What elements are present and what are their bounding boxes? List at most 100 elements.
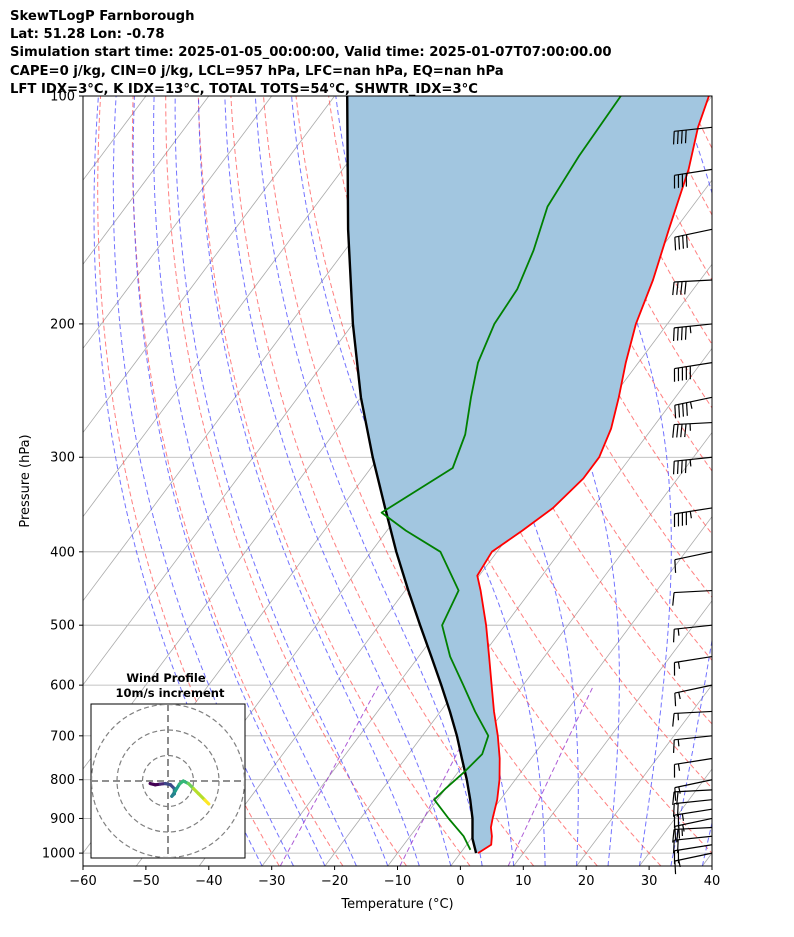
cape-fill-layer [347,96,709,854]
barb-flag [678,236,681,250]
isotherm--120 [83,96,273,350]
x-tick-label: −20 [321,874,348,889]
barb-staff [674,710,713,715]
dry-adiabat [491,96,712,535]
barb-staff [674,655,713,664]
wind-barb [672,126,713,145]
hodograph-ring [91,704,245,858]
moist-adiabat [198,96,420,866]
barb-half [689,326,692,334]
barb-flag [685,234,688,248]
barb-staff [674,808,713,816]
barb-staff [674,684,713,694]
barb-staff [674,852,713,862]
barb-flag [672,131,675,145]
barb-staff [674,507,713,515]
y-tick-label: 1000 [42,847,75,862]
barb-staff [674,826,713,831]
barb-half [677,628,680,636]
y-tick-label: 700 [50,729,75,744]
barb-flag [672,713,675,727]
hodograph-subtitle: 10m/s increment [116,686,225,700]
barb-staff [674,779,713,789]
barb-flag [684,281,687,295]
mixing-ratio-line [279,684,380,866]
moist-adiabat [153,96,357,866]
barb-flag [674,405,677,419]
cape-cin-fill [347,96,709,854]
barb-flag [674,826,677,840]
profile-layer [346,96,710,854]
dry-adiabat [720,96,794,866]
barb-flag [676,791,679,805]
barb-flag [676,829,679,843]
wind-barb [673,168,713,189]
barb-flag [674,787,677,801]
wind-barb [672,835,713,854]
x-tick-label: −50 [132,874,159,889]
barb-staff [674,757,713,766]
barb-staff [674,168,713,176]
moist-adiabat [670,96,712,866]
barb-staff [674,799,713,805]
barb-flag [680,460,683,474]
y-tick-label: 800 [50,773,75,788]
isotherm--100 [83,96,398,518]
dry-adiabat [686,96,712,150]
wind-barb [674,852,713,875]
x-tick-label: 0 [456,874,464,889]
dry-adiabat [131,96,344,866]
barb-flag [676,460,679,474]
barb-staff [674,844,713,852]
wind-barb [673,844,713,864]
wind-barb [672,799,713,817]
barb-half [677,763,681,771]
y-axis-label: Pressure (hPa) [18,434,33,527]
isotherm--150 [83,96,84,97]
barb-flag [682,235,685,249]
moist-adiabat [132,96,326,866]
barb-flag [680,130,683,144]
barb-staff [674,279,713,283]
time-line: Simulation start time: 2025-01-05_00:00:… [10,45,612,61]
dewpoint-line [380,96,622,851]
wind-barbs [672,126,713,875]
wind-barb [672,735,713,753]
parcel-line [346,96,478,854]
y-tick-label: 500 [50,619,75,634]
moist-adiabat [224,96,452,866]
isotherm-10 [513,600,712,866]
isotherm-20 [576,684,712,866]
barb-flag [676,424,679,438]
barb-flag [678,825,681,839]
wind-barb [672,279,713,296]
barb-staff [674,362,713,370]
barb-flag [678,404,681,418]
barb-staff [674,589,713,594]
wind-barb [673,362,713,382]
x-tick-label: 20 [578,874,595,889]
wind-barb [673,808,713,829]
barb-flag [672,327,675,342]
barb-half [689,401,693,409]
barb-staff [674,735,713,741]
barb-staff [674,126,713,132]
wind-barb [674,817,713,840]
wind-barb [673,507,713,528]
barb-flag [680,424,683,438]
wind-barb [674,779,713,801]
barb-flag [682,403,685,417]
wind-barb [672,456,713,475]
barb-staff [674,456,713,462]
dry-adiabat [785,96,794,866]
moist-adiabat [174,96,389,866]
barb-half [678,692,681,700]
barb-flag [676,839,679,853]
barb-half [677,739,680,747]
x-tick-label: −10 [384,874,411,889]
barb-staff [674,421,713,426]
header: SkewTLogP Farnborough Lat: 51.28 Lon: -0… [10,8,612,99]
barb-half [689,459,692,467]
